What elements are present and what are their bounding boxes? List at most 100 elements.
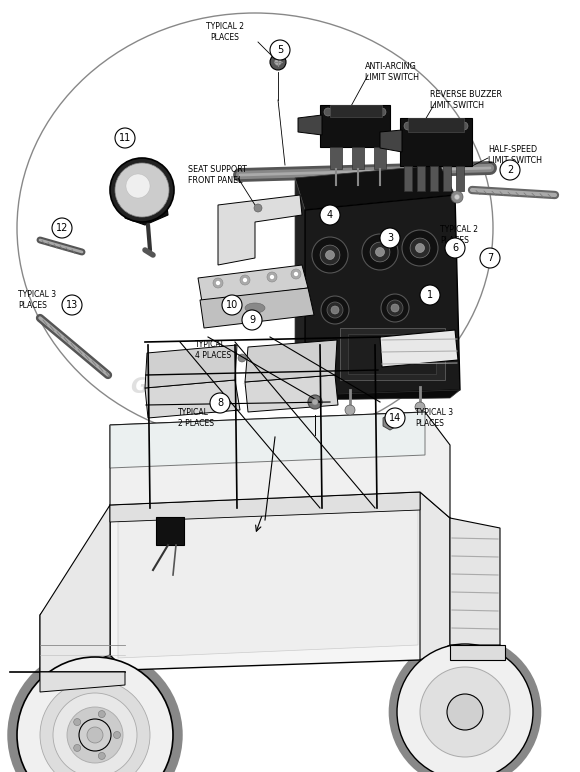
Circle shape [385,408,405,428]
Text: 1: 1 [427,290,433,300]
Ellipse shape [245,303,265,313]
Circle shape [415,402,425,412]
Polygon shape [295,390,460,400]
Polygon shape [118,510,418,658]
Polygon shape [110,492,420,522]
Polygon shape [450,645,505,660]
Circle shape [331,306,339,314]
Text: TYPICAL
4 PLACES: TYPICAL 4 PLACES [195,340,231,360]
Circle shape [40,680,150,772]
Circle shape [242,310,262,330]
Circle shape [17,657,173,772]
Bar [374,147,386,169]
Circle shape [98,753,106,760]
Text: 5: 5 [277,45,283,55]
Circle shape [87,727,103,743]
Text: 11: 11 [119,133,131,143]
Circle shape [380,228,400,248]
Polygon shape [125,165,168,225]
Text: TYPICAL 2
PLACES: TYPICAL 2 PLACES [440,225,478,245]
Bar [408,118,464,132]
Circle shape [115,163,169,217]
Circle shape [270,54,286,70]
Circle shape [362,234,398,270]
Circle shape [270,40,290,60]
Text: REVERSE BUZZER
LIMIT SWITCH: REVERSE BUZZER LIMIT SWITCH [430,90,502,110]
Circle shape [378,108,386,116]
Polygon shape [40,590,125,680]
Bar [352,147,364,169]
Circle shape [293,272,299,276]
Polygon shape [380,130,402,152]
Circle shape [370,242,390,262]
Polygon shape [295,165,455,210]
Circle shape [381,294,409,322]
Circle shape [254,204,262,212]
Polygon shape [245,375,338,412]
Circle shape [320,245,340,265]
Circle shape [325,250,335,259]
Bar [404,166,412,191]
Text: 12: 12 [56,223,68,233]
Circle shape [110,158,174,222]
Circle shape [312,399,318,405]
Circle shape [321,296,349,324]
Ellipse shape [17,13,493,443]
Text: GolfCar: GolfCar [130,377,223,397]
Circle shape [62,295,82,315]
Circle shape [114,732,121,739]
Circle shape [404,122,412,130]
Text: 13: 13 [66,300,78,310]
Circle shape [455,195,459,199]
Circle shape [67,707,123,763]
Circle shape [98,710,106,718]
Text: TYPICAL 2
PLACES: TYPICAL 2 PLACES [206,22,244,42]
Polygon shape [40,672,125,692]
Text: 6: 6 [452,243,458,253]
Circle shape [391,304,399,312]
Text: 2: 2 [507,165,513,175]
Circle shape [420,285,440,305]
Circle shape [415,243,425,252]
Circle shape [267,272,277,282]
Circle shape [447,694,483,730]
Circle shape [451,191,463,203]
Circle shape [270,275,274,279]
Bar [430,166,438,191]
Circle shape [460,122,468,130]
Polygon shape [198,265,308,302]
Bar [348,334,436,374]
Polygon shape [110,412,450,518]
Text: Direct: Direct [250,377,326,397]
Bar [330,105,382,117]
Text: 10: 10 [226,300,238,310]
Circle shape [420,667,510,757]
Text: 4: 4 [327,210,333,220]
Polygon shape [295,178,305,400]
Polygon shape [450,518,500,645]
Text: 14: 14 [389,413,401,423]
Polygon shape [200,288,314,328]
Circle shape [242,277,248,283]
Circle shape [345,405,355,415]
Bar [330,147,342,169]
Circle shape [375,248,385,256]
Circle shape [308,395,322,409]
Bar [456,166,464,191]
Text: 7: 7 [487,253,493,263]
Text: 3: 3 [387,233,393,243]
Bar [400,118,472,166]
Circle shape [291,269,301,279]
Circle shape [126,174,150,198]
Circle shape [312,237,348,273]
Bar [320,105,390,147]
Circle shape [238,354,246,362]
Circle shape [480,248,500,268]
Circle shape [53,693,137,772]
Polygon shape [145,345,237,388]
Circle shape [320,205,340,225]
Polygon shape [110,412,425,468]
Circle shape [397,644,533,772]
Text: 8: 8 [217,398,223,408]
Text: 9: 9 [249,315,255,325]
